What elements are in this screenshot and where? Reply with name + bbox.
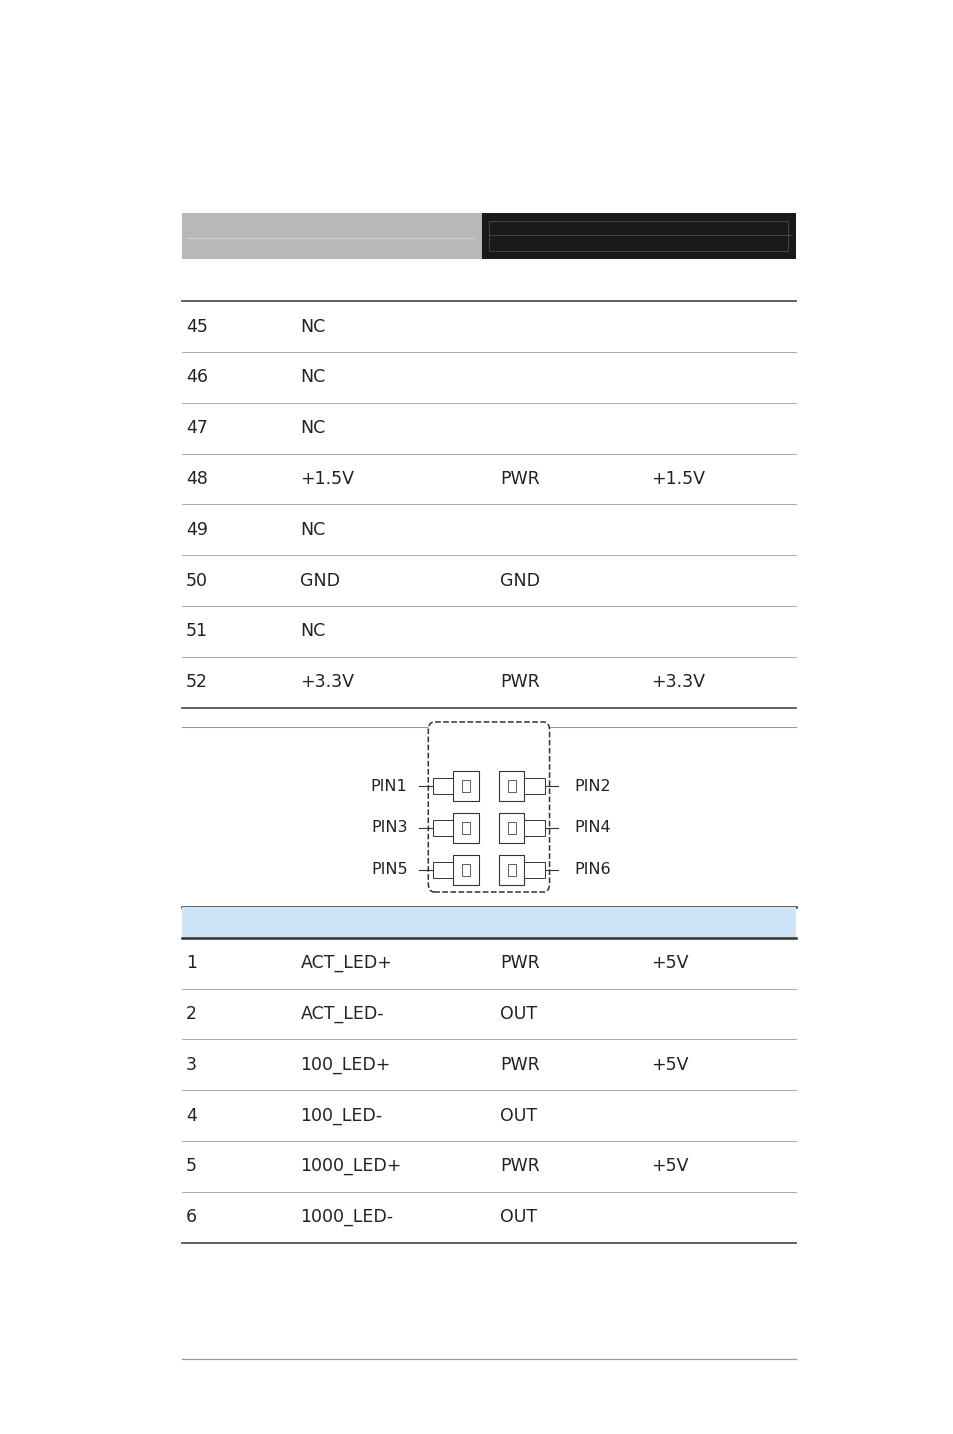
Bar xyxy=(498,855,524,885)
Text: PIN1: PIN1 xyxy=(371,779,407,793)
Bar xyxy=(433,777,453,794)
Text: GND: GND xyxy=(499,572,539,589)
Text: OUT: OUT xyxy=(499,1005,537,1022)
Bar xyxy=(507,780,516,792)
Text: PWR: PWR xyxy=(499,673,539,691)
Bar xyxy=(453,813,478,843)
Text: 47: 47 xyxy=(186,419,208,437)
Text: ACT_LED+: ACT_LED+ xyxy=(300,954,392,972)
Text: NC: NC xyxy=(300,622,325,641)
Text: +5V: +5V xyxy=(651,1055,688,1074)
Bar xyxy=(182,212,481,260)
Text: NC: NC xyxy=(300,369,325,386)
Bar xyxy=(524,862,544,878)
Bar xyxy=(433,820,453,836)
Bar xyxy=(498,771,524,802)
Text: PIN2: PIN2 xyxy=(574,779,610,793)
Text: +1.5V: +1.5V xyxy=(300,470,354,488)
Text: NC: NC xyxy=(300,521,325,539)
Bar xyxy=(524,777,544,794)
Text: PIN5: PIN5 xyxy=(371,862,407,878)
Bar xyxy=(524,820,544,836)
Bar xyxy=(433,862,453,878)
Text: 45: 45 xyxy=(186,318,208,336)
Bar xyxy=(507,822,516,835)
Text: 100_LED-: 100_LED- xyxy=(300,1107,382,1124)
Bar xyxy=(453,855,478,885)
Text: 52: 52 xyxy=(186,673,208,691)
Text: +3.3V: +3.3V xyxy=(300,673,354,691)
Bar xyxy=(498,813,524,843)
Text: NC: NC xyxy=(300,419,325,437)
Text: PWR: PWR xyxy=(499,954,539,972)
Bar xyxy=(507,863,516,876)
Text: PIN6: PIN6 xyxy=(574,862,610,878)
Text: NC: NC xyxy=(300,318,325,336)
Text: +5V: +5V xyxy=(651,1157,688,1176)
Text: 100_LED+: 100_LED+ xyxy=(300,1055,391,1074)
Text: OUT: OUT xyxy=(499,1107,537,1124)
Text: 48: 48 xyxy=(186,470,208,488)
Text: PIN4: PIN4 xyxy=(574,820,610,836)
Text: PWR: PWR xyxy=(499,1157,539,1176)
Bar xyxy=(488,221,787,251)
Text: OUT: OUT xyxy=(499,1209,537,1226)
Text: 49: 49 xyxy=(186,521,208,539)
Text: ACT_LED-: ACT_LED- xyxy=(300,1005,384,1022)
Text: GND: GND xyxy=(300,572,340,589)
Text: +3.3V: +3.3V xyxy=(651,673,705,691)
Bar xyxy=(461,863,470,876)
Bar xyxy=(481,212,795,260)
Text: PWR: PWR xyxy=(499,470,539,488)
Text: 1: 1 xyxy=(186,954,196,972)
Text: +5V: +5V xyxy=(651,954,688,972)
Text: 4: 4 xyxy=(186,1107,196,1124)
Text: 2: 2 xyxy=(186,1005,196,1022)
Bar xyxy=(453,771,478,802)
Text: PIN3: PIN3 xyxy=(371,820,407,836)
Bar xyxy=(182,906,795,938)
Text: 5: 5 xyxy=(186,1157,196,1176)
Bar xyxy=(461,780,470,792)
Text: 46: 46 xyxy=(186,369,208,386)
Bar xyxy=(461,822,470,835)
Text: 6: 6 xyxy=(186,1209,196,1226)
Text: 51: 51 xyxy=(186,622,208,641)
Text: 3: 3 xyxy=(186,1055,196,1074)
Text: 1000_LED+: 1000_LED+ xyxy=(300,1157,401,1176)
Text: 50: 50 xyxy=(186,572,208,589)
Text: PWR: PWR xyxy=(499,1055,539,1074)
Text: 1000_LED-: 1000_LED- xyxy=(300,1209,393,1226)
Text: +1.5V: +1.5V xyxy=(651,470,705,488)
FancyBboxPatch shape xyxy=(428,721,549,892)
